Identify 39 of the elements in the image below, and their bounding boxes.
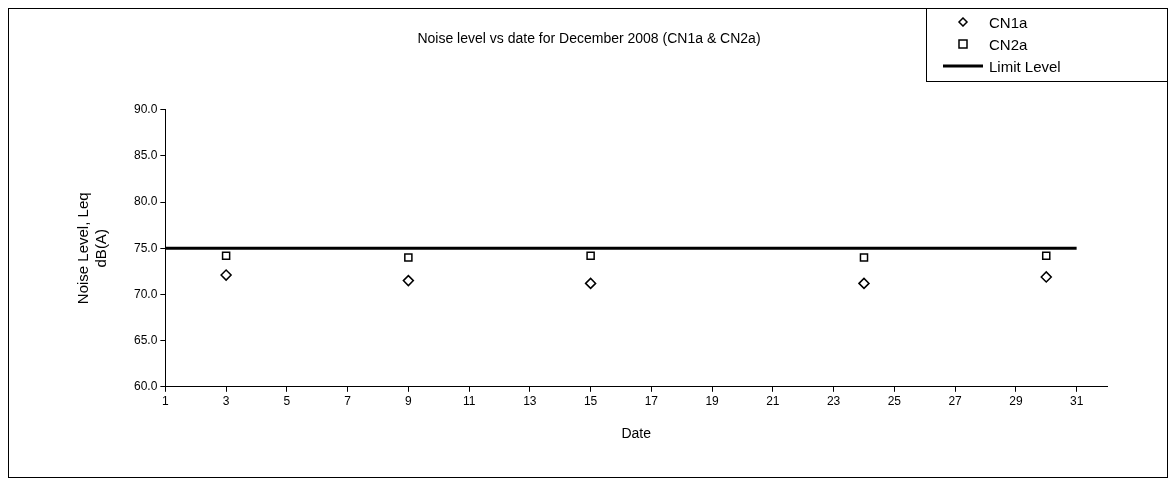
y-tick-label: 70.0: [134, 286, 158, 301]
point: [402, 274, 415, 287]
point: [859, 253, 869, 262]
y-tick-label: 75.0: [134, 240, 158, 255]
x-tick-label: 1: [162, 394, 170, 409]
y-tick-label: 60.0: [134, 379, 158, 394]
x-tick-label: 9: [405, 394, 413, 409]
point: [220, 269, 232, 281]
x-tick-label: 25: [887, 394, 902, 409]
point: [586, 251, 595, 260]
y-tick-label: 85.0: [134, 148, 158, 163]
y-tick-label: 80.0: [134, 194, 158, 209]
y-tick-label: 65.0: [134, 332, 158, 347]
point: [858, 277, 870, 290]
x-tick-label: 31: [1069, 394, 1084, 409]
x-tick-label: 21: [766, 394, 780, 409]
x-tick-label: 11: [462, 394, 476, 409]
x-tick-label: 23: [826, 394, 841, 409]
x-tick-label: 17: [644, 394, 659, 409]
x-axis-title: Date: [621, 425, 652, 442]
x-tick-label: 13: [523, 394, 537, 409]
y-tick-label: 90.0: [134, 102, 158, 117]
legend-label: CN1a: [989, 13, 1028, 31]
legend-label: CN2a: [989, 35, 1028, 53]
point: [221, 251, 231, 260]
x-tick-label: 3: [222, 394, 230, 409]
x-tick-label: 5: [283, 394, 291, 409]
chart-title: Noise level vs date for December 2008 (CN1a & CN2a): [417, 30, 761, 47]
x-tick-label: 29: [1009, 394, 1023, 409]
point: [1040, 271, 1052, 283]
point: [404, 253, 413, 262]
point: [1041, 251, 1051, 260]
point: [584, 277, 597, 290]
x-tick-label: 7: [344, 394, 352, 409]
y-axis-title: Noise Level, Leq dB(A): [74, 192, 110, 305]
x-tick-label: 27: [948, 394, 963, 409]
x-tick-label: 19: [705, 394, 720, 409]
x-tick-label: 15: [583, 394, 598, 409]
legend-label: Limit Level: [989, 57, 1061, 75]
